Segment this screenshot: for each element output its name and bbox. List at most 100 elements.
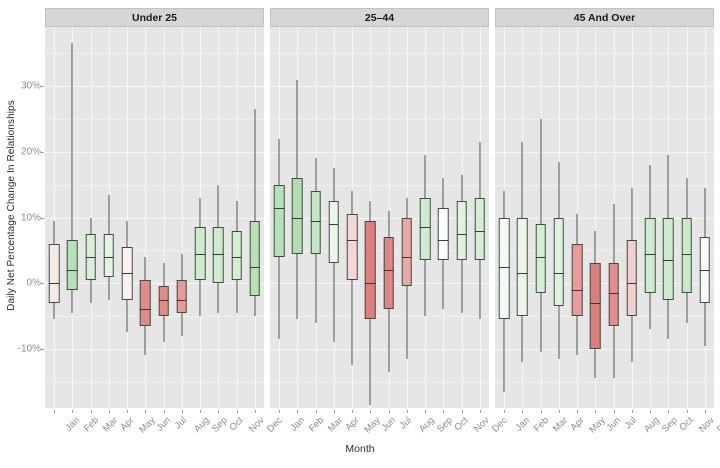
boxplot-apr[interactable] (100, 27, 118, 408)
box-rect (553, 217, 565, 307)
boxplot-jul[interactable] (155, 27, 173, 408)
x-tick-mark (522, 410, 524, 413)
median-line (419, 227, 431, 229)
x-tick-mark (90, 410, 92, 413)
plot-area (495, 27, 714, 408)
boxplot-oct[interactable] (659, 27, 677, 408)
x-tick-mark (352, 410, 354, 413)
box-rect (535, 224, 546, 294)
median-line (213, 253, 224, 255)
x-tick-label: Nov (246, 415, 267, 435)
x-tick-label: Jan (513, 415, 533, 434)
facet-strip-label: 25–44 (270, 8, 489, 27)
grid-line-horizontal (270, 348, 489, 350)
x-axis-labels: Jan Feb Mar Apr May Jun Jul Aug Sep Oct Nov Dec (270, 410, 510, 468)
box-rect (644, 217, 656, 294)
grid-line-horizontal (495, 217, 714, 219)
median-line (85, 256, 96, 258)
boxplot-oct[interactable] (209, 27, 227, 408)
boxplot-may[interactable] (343, 27, 361, 408)
x-tick-label: Jun (379, 415, 399, 434)
box-rect (571, 243, 583, 317)
boxplot-sep[interactable] (191, 27, 209, 408)
x-tick-mark (388, 410, 390, 413)
boxplot-may[interactable] (118, 27, 136, 408)
x-tick-mark (686, 410, 688, 413)
x-tick-mark (540, 410, 542, 413)
boxplot-jun[interactable] (361, 27, 379, 408)
boxplot-apr[interactable] (550, 27, 568, 408)
plot-area (45, 27, 264, 408)
boxplot-jan[interactable] (270, 27, 288, 408)
grid-line-horizontal-minor (45, 250, 264, 252)
boxplot-mar[interactable] (81, 27, 99, 408)
facet-panel: Under 25 Jan Feb Mar Apr May Jun Jul Aug Sep Oct No… (45, 8, 285, 435)
box-rect (273, 184, 285, 257)
boxplot-dec[interactable] (696, 27, 714, 408)
boxplot-mar[interactable] (531, 27, 549, 408)
grid-line-horizontal (270, 151, 489, 153)
boxplot-may[interactable] (568, 27, 586, 408)
boxplot-jun[interactable] (586, 27, 604, 408)
box-rect (310, 191, 321, 254)
boxplot-dec[interactable] (246, 27, 264, 408)
median-line (535, 256, 546, 258)
x-tick-label: Mar (550, 415, 570, 435)
x-tick-mark (145, 410, 147, 413)
boxplot-jan[interactable] (45, 27, 63, 408)
x-tick-label: Aug (416, 415, 437, 435)
x-tick-mark (236, 410, 238, 413)
boxplot-jul[interactable] (605, 27, 623, 408)
boxplot-jun[interactable] (136, 27, 154, 408)
grid-line-horizontal-minor (495, 316, 714, 318)
boxplot-nov[interactable] (678, 27, 696, 408)
boxplot-mar[interactable] (306, 27, 324, 408)
median-line (663, 260, 674, 262)
box-rect (681, 217, 692, 294)
facet-panels: Under 25 Jan Feb Mar Apr May Jun Jul Aug Sep Oct No… (45, 8, 720, 435)
boxplot-apr[interactable] (325, 27, 343, 408)
grid-line-horizontal-minor (495, 184, 714, 186)
x-tick-label: Aug (641, 415, 662, 435)
boxplot-sep[interactable] (416, 27, 434, 408)
x-tick-label: Jul (397, 415, 414, 432)
x-tick-mark (181, 410, 183, 413)
boxplot-nov[interactable] (228, 27, 246, 408)
boxplot-feb[interactable] (288, 27, 306, 408)
x-tick-label: Feb (532, 415, 552, 435)
y-tick-label: 20% (20, 146, 41, 158)
grid-line-vertical (595, 27, 597, 408)
boxplot-jul[interactable] (380, 27, 398, 408)
grid-line-vertical (577, 27, 579, 408)
boxplot-feb[interactable] (63, 27, 81, 408)
boxplot-aug[interactable] (398, 27, 416, 408)
grid-line-horizontal (45, 283, 264, 285)
boxplot-oct[interactable] (434, 27, 452, 408)
grid-line-vertical (540, 27, 542, 408)
x-tick-label: Aug (191, 415, 212, 435)
grid-line-horizontal (45, 348, 264, 350)
x-tick-label: Feb (82, 415, 102, 435)
box-rect (346, 214, 358, 280)
boxplot-jan[interactable] (495, 27, 513, 408)
x-tick-label: Apr (118, 415, 137, 434)
box-rect (103, 233, 115, 277)
y-tick-mark (41, 348, 44, 350)
boxplot-nov[interactable] (453, 27, 471, 408)
median-line (626, 283, 638, 285)
grid-line-horizontal (45, 217, 264, 219)
box-rect (194, 227, 206, 280)
grid-line-vertical (254, 27, 256, 408)
boxplot-feb[interactable] (513, 27, 531, 408)
boxplot-sep[interactable] (641, 27, 659, 408)
boxplot-aug[interactable] (623, 27, 641, 408)
y-tick-label: 0% (26, 277, 41, 289)
box-rect (176, 279, 188, 313)
boxplot-aug[interactable] (173, 27, 191, 408)
facet-strip-label: 45 And Over (495, 8, 714, 27)
facet-strip-label: Under 25 (45, 8, 264, 27)
grid-line-vertical (54, 27, 56, 408)
median-line (553, 273, 565, 275)
boxplot-dec[interactable] (471, 27, 489, 408)
x-tick-mark (704, 410, 706, 413)
